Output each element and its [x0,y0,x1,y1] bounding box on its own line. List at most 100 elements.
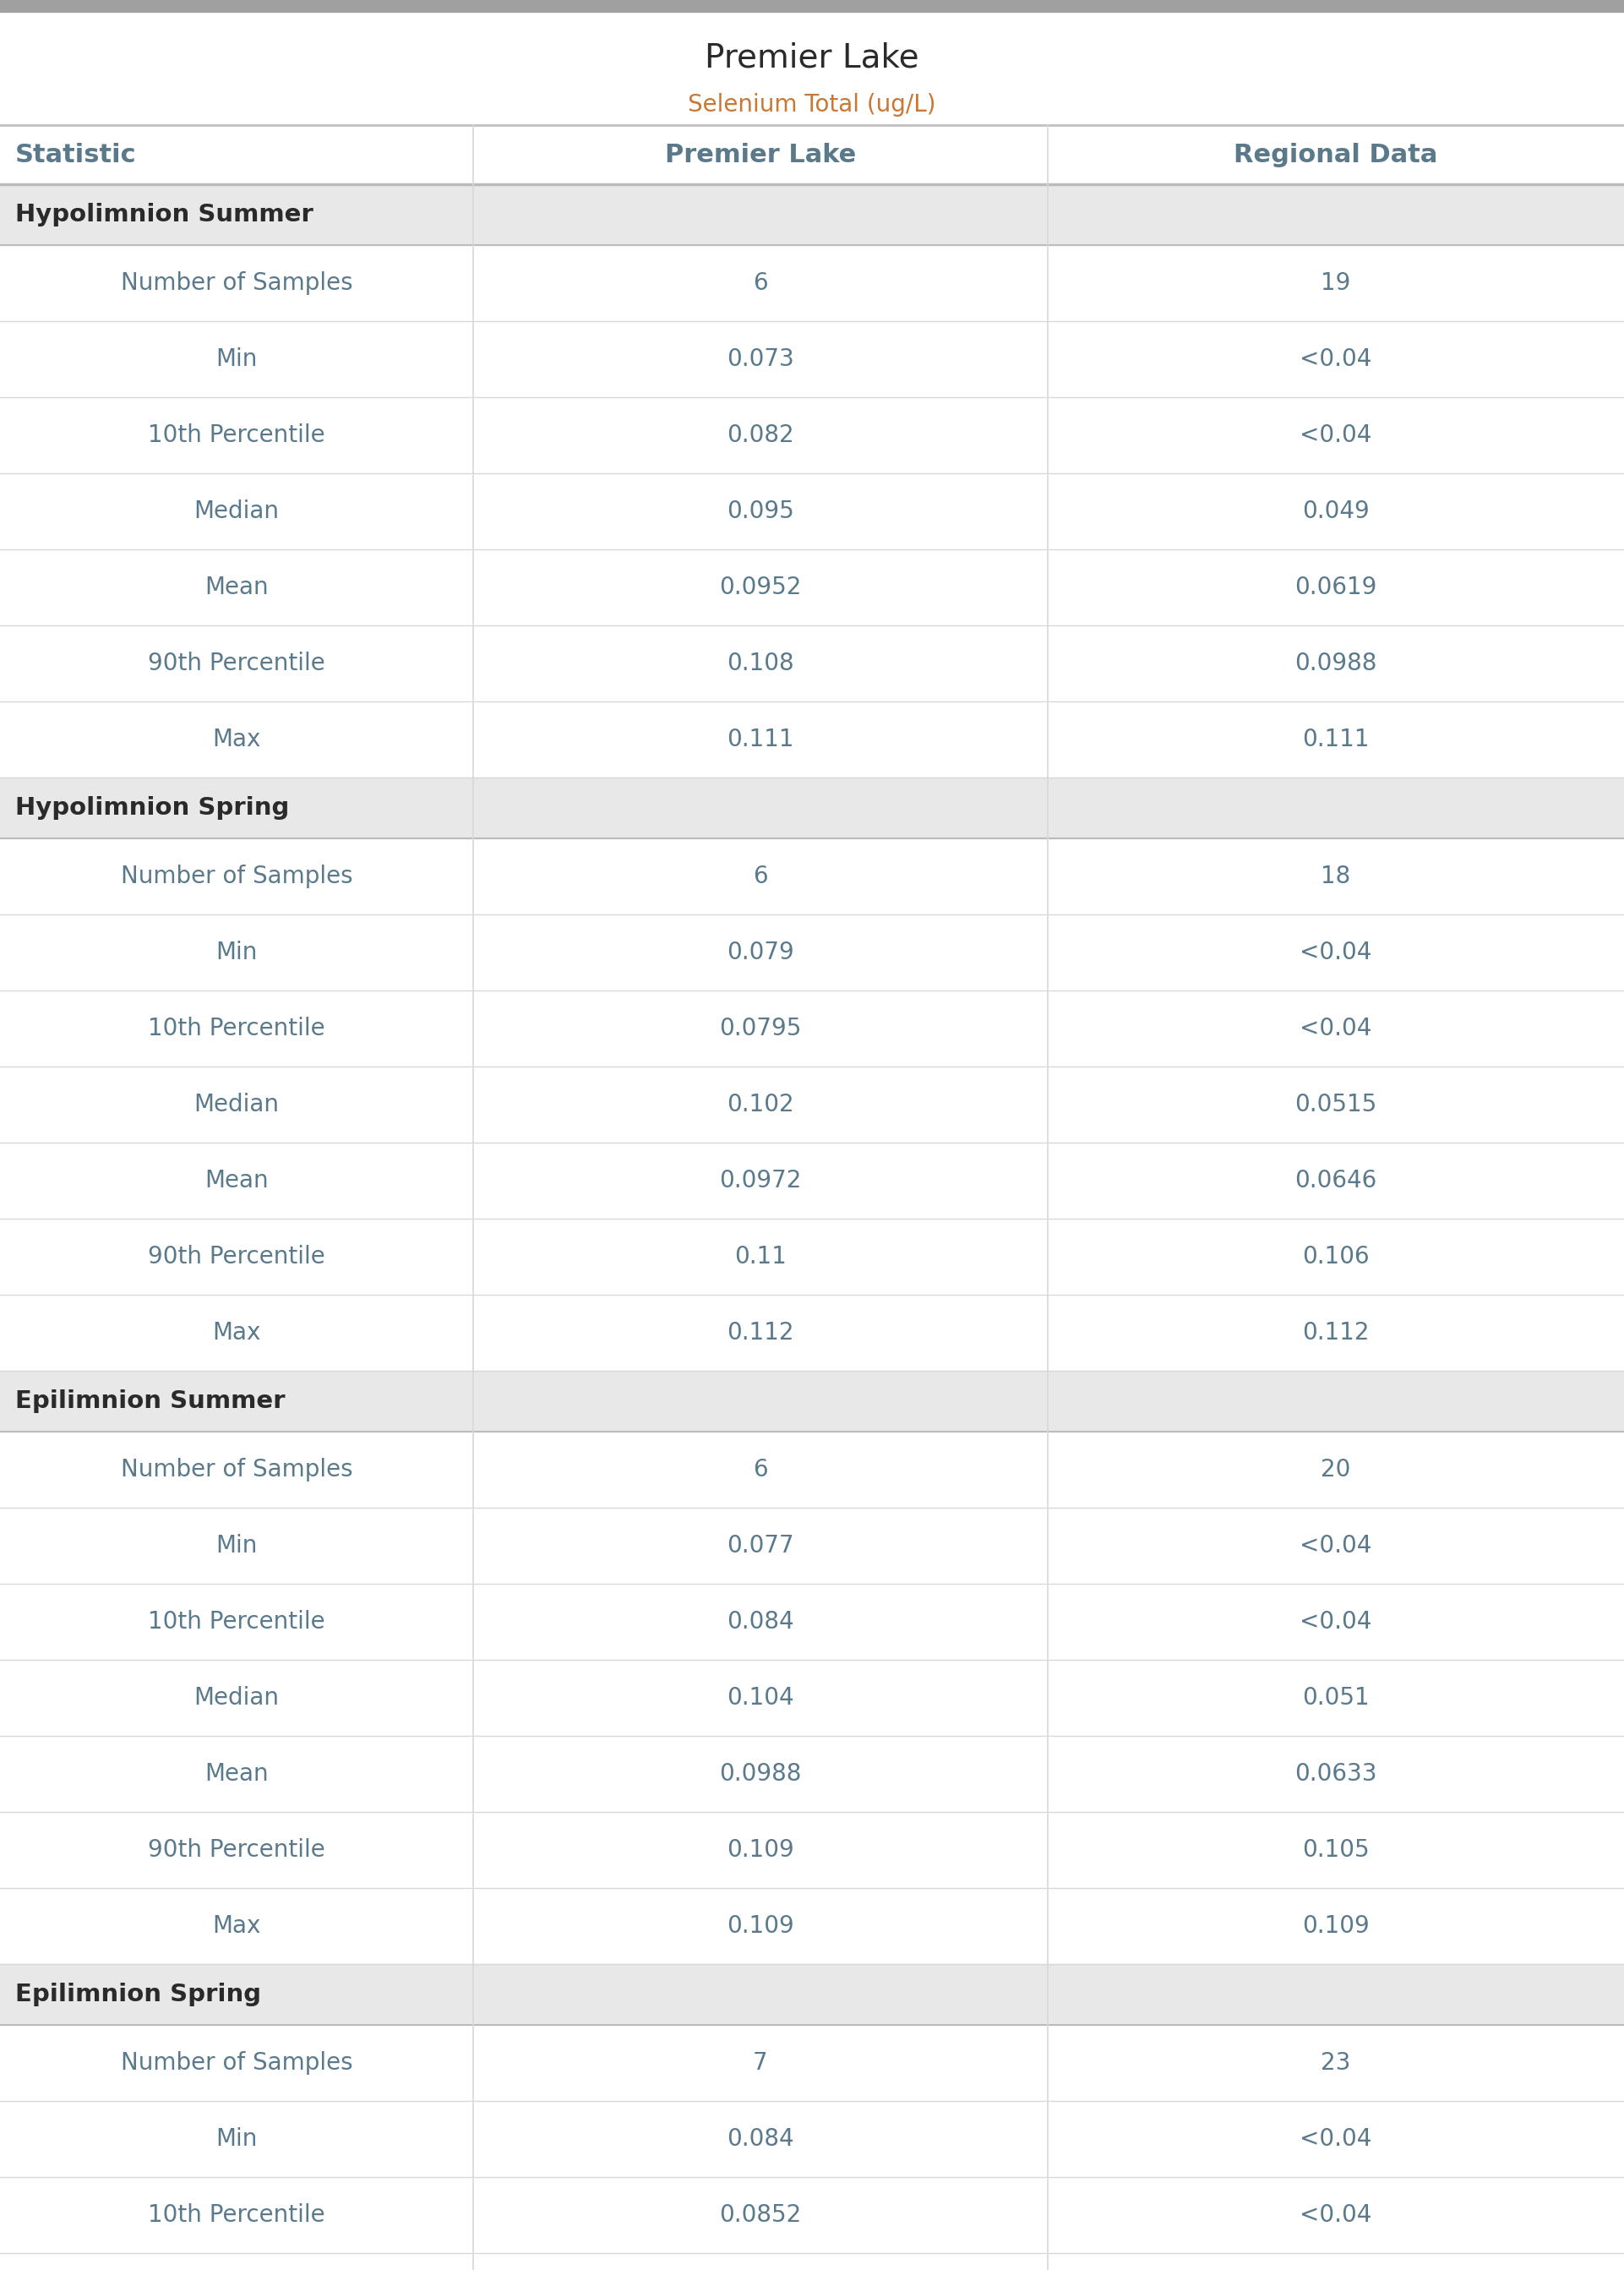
Bar [0,1889,1624,1964]
Text: Mean: Mean [205,1169,268,1192]
Text: Premier Lake: Premier Lake [705,43,919,75]
Text: 0.109: 0.109 [1302,1914,1369,1939]
Bar [0,1219,1624,1294]
Text: 0.095: 0.095 [728,499,794,522]
Text: Epilimnion Spring: Epilimnion Spring [15,1982,261,2007]
Text: 0.106: 0.106 [1302,1244,1369,1269]
Bar [0,245,1624,320]
Text: 20: 20 [1320,1457,1351,1482]
Bar [0,1964,1624,2025]
Text: 6: 6 [754,1457,768,1482]
Text: 0.109: 0.109 [728,1839,794,1861]
Text: 0.0619: 0.0619 [1294,577,1377,599]
Text: 0.051: 0.051 [1302,1687,1369,1709]
Text: 0.0988: 0.0988 [1294,651,1377,674]
Bar [0,1507,1624,1584]
Bar [0,0,1624,11]
Text: 0.105: 0.105 [1302,1839,1369,1861]
Bar [0,1432,1624,1507]
Bar [0,1811,1624,1889]
Text: Mean: Mean [205,577,268,599]
Text: 90th Percentile: 90th Percentile [148,1839,325,1861]
Text: 0.049: 0.049 [1302,499,1369,522]
Text: 0.0852: 0.0852 [719,2204,802,2227]
Bar [0,990,1624,1067]
Text: Hypolimnion Summer: Hypolimnion Summer [15,202,313,227]
Text: 10th Percentile: 10th Percentile [148,2204,325,2227]
Text: 23: 23 [1320,2052,1351,2075]
Bar [0,2102,1624,2177]
Bar [0,838,1624,915]
Text: Number of Samples: Number of Samples [120,865,352,888]
Text: 10th Percentile: 10th Percentile [148,424,325,447]
Bar [0,320,1624,397]
Text: Number of Samples: Number of Samples [120,1457,352,1482]
Text: 19: 19 [1320,272,1351,295]
Text: 0.108: 0.108 [728,651,794,674]
Text: 0.0646: 0.0646 [1294,1169,1377,1192]
Text: 0.0515: 0.0515 [1294,1092,1377,1117]
Text: <0.04: <0.04 [1299,1535,1372,1557]
Bar [0,184,1624,245]
Text: Min: Min [216,2127,258,2152]
Bar [0,1142,1624,1219]
Bar [0,1067,1624,1142]
Text: 0.109: 0.109 [728,1914,794,1939]
Text: Number of Samples: Number of Samples [120,272,352,295]
Text: 10th Percentile: 10th Percentile [148,1609,325,1634]
Text: Regional Data: Regional Data [1234,143,1437,168]
Bar [0,1659,1624,1737]
Text: 6: 6 [754,865,768,888]
Bar [0,1371,1624,1432]
Bar [0,2177,1624,2254]
Bar [0,779,1624,838]
Text: <0.04: <0.04 [1299,2204,1372,2227]
Text: Statistic: Statistic [15,143,136,168]
Text: <0.04: <0.04 [1299,940,1372,965]
Bar [0,2254,1624,2270]
Bar [0,2025,1624,2102]
Bar [0,627,1624,701]
Text: 0.073: 0.073 [728,347,794,370]
Text: Median: Median [193,1687,279,1709]
Bar [0,549,1624,627]
Text: 90th Percentile: 90th Percentile [148,651,325,674]
Text: 0.084: 0.084 [728,1609,794,1634]
Text: <0.04: <0.04 [1299,424,1372,447]
Text: 0.0952: 0.0952 [719,577,802,599]
Bar [0,1584,1624,1659]
Text: 18: 18 [1320,865,1351,888]
Text: 0.102: 0.102 [728,1092,794,1117]
Text: 0.084: 0.084 [728,2127,794,2152]
Text: Premier Lake: Premier Lake [664,143,856,168]
Text: 0.0795: 0.0795 [719,1017,802,1040]
Text: Max: Max [213,1914,261,1939]
Text: 7: 7 [754,2052,768,2075]
Text: 0.111: 0.111 [728,729,794,751]
Text: Max: Max [213,1321,261,1344]
Text: Mean: Mean [205,1762,268,1786]
Text: 0.0988: 0.0988 [719,1762,802,1786]
Text: Epilimnion Summer: Epilimnion Summer [15,1389,286,1412]
Text: 0.111: 0.111 [1302,729,1369,751]
Bar [0,701,1624,779]
Text: Median: Median [193,1092,279,1117]
Text: 0.077: 0.077 [728,1535,794,1557]
Text: <0.04: <0.04 [1299,2127,1372,2152]
Text: Min: Min [216,347,258,370]
Text: 0.112: 0.112 [1302,1321,1369,1344]
Text: Max: Max [213,729,261,751]
Bar [0,397,1624,472]
Text: Median: Median [193,499,279,522]
Text: 0.0633: 0.0633 [1294,1762,1377,1786]
Text: 0.082: 0.082 [728,424,794,447]
Text: 0.11: 0.11 [734,1244,786,1269]
Text: Hypolimnion Spring: Hypolimnion Spring [15,797,289,819]
Bar [0,472,1624,549]
Text: 0.104: 0.104 [728,1687,794,1709]
Text: 0.079: 0.079 [728,940,794,965]
Text: Number of Samples: Number of Samples [120,2052,352,2075]
Text: 90th Percentile: 90th Percentile [148,1244,325,1269]
Bar [0,1737,1624,1811]
Text: 0.0972: 0.0972 [719,1169,802,1192]
